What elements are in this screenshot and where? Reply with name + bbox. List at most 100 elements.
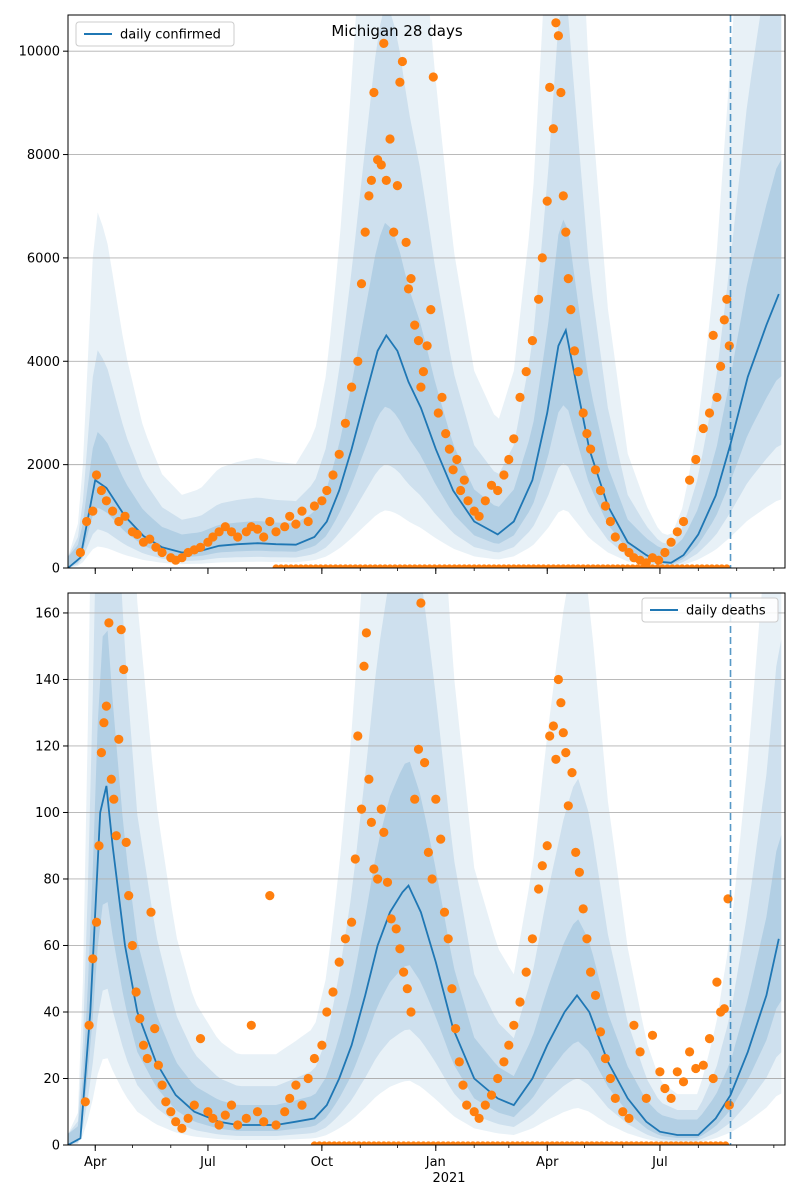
data-point bbox=[563, 274, 573, 284]
data-point bbox=[309, 1053, 319, 1064]
data-point bbox=[558, 728, 568, 738]
zero-point bbox=[722, 1141, 730, 1145]
data-point bbox=[433, 408, 443, 418]
data-point bbox=[708, 330, 718, 340]
data-point bbox=[534, 294, 544, 304]
uncertainty-band-2 bbox=[68, 15, 782, 568]
data-point bbox=[666, 1093, 676, 1103]
data-point bbox=[109, 794, 119, 804]
data-point bbox=[509, 1020, 519, 1030]
data-point bbox=[724, 341, 734, 351]
data-point bbox=[454, 1057, 464, 1067]
data-point bbox=[347, 917, 357, 927]
data-point bbox=[691, 1063, 701, 1074]
data-point bbox=[91, 470, 102, 480]
data-point bbox=[410, 794, 420, 804]
data-point bbox=[542, 841, 552, 851]
data-point bbox=[586, 444, 596, 454]
data-point bbox=[334, 957, 344, 967]
data-point bbox=[486, 480, 497, 490]
data-point bbox=[610, 532, 620, 542]
data-point bbox=[452, 454, 462, 465]
data-point bbox=[297, 1100, 307, 1110]
data-point bbox=[462, 1100, 472, 1110]
data-point bbox=[474, 1113, 484, 1123]
data-point bbox=[515, 392, 525, 402]
data-point bbox=[504, 1040, 514, 1050]
data-point bbox=[610, 1093, 620, 1103]
data-point bbox=[521, 367, 531, 377]
uncertainty-band-2 bbox=[68, 593, 782, 1145]
year-label: 2021 bbox=[432, 1171, 465, 1186]
deaths-y-axis: 0 20 40 60 80 100 120 140 160 bbox=[35, 606, 68, 1154]
data-point bbox=[521, 967, 531, 977]
data-point bbox=[578, 904, 588, 914]
data-point bbox=[353, 731, 363, 741]
data-point bbox=[303, 1073, 313, 1084]
data-point bbox=[226, 1100, 237, 1110]
data-point bbox=[252, 1107, 263, 1117]
data-point bbox=[220, 1110, 230, 1120]
data-point bbox=[252, 524, 263, 534]
confirmed-uncertainty-bands bbox=[68, 15, 782, 568]
confirmed-axes-frame bbox=[67, 14, 786, 569]
data-point bbox=[101, 701, 111, 711]
y-tick-label: 160 bbox=[35, 606, 60, 621]
series-line bbox=[68, 785, 780, 1145]
data-point bbox=[114, 734, 124, 744]
data-point bbox=[119, 664, 129, 675]
data-point bbox=[106, 774, 116, 784]
data-point bbox=[280, 522, 290, 532]
deaths-zero-points bbox=[310, 1141, 730, 1145]
data-point bbox=[166, 1107, 176, 1117]
data-point bbox=[600, 501, 611, 511]
data-point bbox=[403, 284, 414, 294]
data-point bbox=[259, 1117, 269, 1127]
data-point bbox=[395, 77, 405, 87]
data-point bbox=[548, 721, 559, 731]
data-point bbox=[379, 827, 389, 838]
data-point bbox=[423, 847, 433, 858]
data-point bbox=[121, 837, 131, 848]
data-point bbox=[685, 1047, 695, 1057]
data-point bbox=[271, 527, 281, 537]
data-point bbox=[391, 924, 401, 934]
data-point bbox=[328, 470, 338, 480]
data-point bbox=[280, 1107, 290, 1117]
data-point bbox=[161, 1097, 171, 1107]
data-point bbox=[397, 56, 407, 67]
data-point bbox=[208, 1113, 218, 1123]
data-point bbox=[101, 496, 111, 506]
data-point bbox=[75, 547, 85, 558]
data-point bbox=[131, 987, 141, 997]
data-point bbox=[369, 87, 379, 98]
data-point bbox=[716, 361, 726, 371]
data-point bbox=[698, 1060, 708, 1070]
data-point bbox=[395, 944, 405, 954]
data-point bbox=[443, 934, 453, 944]
y-tick-label: 8000 bbox=[27, 148, 60, 163]
data-point bbox=[177, 553, 187, 563]
data-point bbox=[563, 801, 573, 811]
data-point bbox=[108, 506, 118, 516]
data-point bbox=[678, 1077, 689, 1087]
data-point bbox=[88, 506, 98, 516]
data-point bbox=[655, 1067, 665, 1077]
data-point bbox=[480, 1100, 490, 1110]
data-point bbox=[153, 1060, 163, 1070]
data-point bbox=[150, 1024, 160, 1034]
data-point bbox=[350, 854, 360, 864]
data-point bbox=[712, 977, 722, 987]
data-point bbox=[451, 1024, 461, 1034]
data-point bbox=[515, 997, 525, 1007]
x-tick-label: Apr bbox=[536, 1155, 559, 1170]
data-point bbox=[364, 774, 374, 784]
data-point bbox=[177, 1123, 187, 1133]
data-point bbox=[439, 907, 450, 917]
data-point bbox=[189, 1100, 199, 1110]
x-tick-label: Jan bbox=[425, 1155, 446, 1170]
data-point bbox=[340, 418, 350, 428]
data-point bbox=[410, 320, 420, 330]
data-point bbox=[334, 449, 344, 459]
